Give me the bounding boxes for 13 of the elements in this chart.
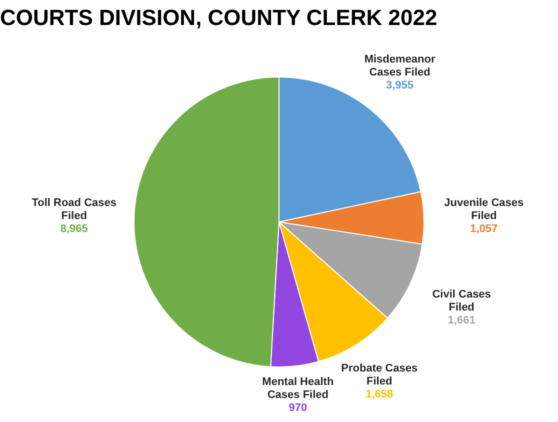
data-label: 1,057 [470,223,498,236]
slice-label: Toll Road Cases Filed [32,197,116,222]
data-label: 8,965 [60,223,88,236]
slice-label: Misdemeanor Cases Filed [364,54,436,79]
data-label: 970 [288,402,308,414]
data-label: 1,661 [448,314,476,327]
slice-label: Probate Cases Filed [341,362,418,388]
data-label: 1,658 [366,388,394,401]
chart-title: COURTS DIVISION, COUNTY CLERK 2022 [0,5,438,30]
slice-label: Civil Cases Filed [432,288,491,314]
slice-label: Juvenile Cases Filed [444,197,524,222]
slice-label: Mental Health Cases Filed [262,376,334,401]
data-label: 3,955 [386,80,414,92]
